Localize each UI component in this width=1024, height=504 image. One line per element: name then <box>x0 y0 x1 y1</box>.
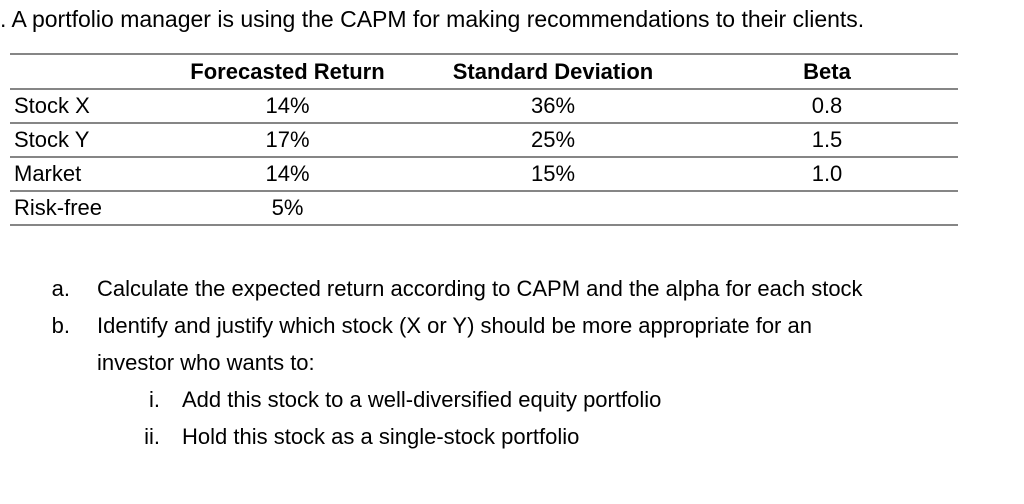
cell-forecasted-return: 14% <box>265 161 310 186</box>
table-row-stock-x: Stock X 14% 36% 0.8 <box>10 89 958 123</box>
cell-beta: 0.8 <box>811 93 843 118</box>
column-header-blank <box>10 54 165 89</box>
row-label: Risk-free <box>14 195 103 220</box>
question-title: . A portfolio manager is using the CAPM … <box>0 6 865 32</box>
cell-beta <box>696 191 958 225</box>
cell-forecasted-return: 17% <box>265 127 310 152</box>
row-label: Stock Y <box>14 127 90 152</box>
subquestion-item-ii: ii. Hold this stock as a single-stock po… <box>0 418 1024 455</box>
list-marker-i: i. <box>149 387 160 412</box>
cell-standard-deviation: 15% <box>530 161 576 186</box>
column-header-standard-deviation: Standard Deviation <box>452 58 654 84</box>
question-b-text-line1: Identify and justify which stock (X or Y… <box>97 313 812 338</box>
cell-beta: 1.0 <box>811 161 843 186</box>
question-list: a. Calculate the expected return accordi… <box>0 270 1024 455</box>
question-item-b: b. Identify and justify which stock (X o… <box>0 307 1024 381</box>
subquestion-i-text: Add this stock to a well-diversified equ… <box>182 387 662 412</box>
list-marker-a: a. <box>51 276 70 301</box>
column-header-forecasted-return: Forecasted Return <box>190 58 385 84</box>
cell-beta: 1.5 <box>811 127 843 152</box>
subquestion-ii-text: Hold this stock as a single-stock portfo… <box>182 424 580 449</box>
table-row-risk-free: Risk-free 5% <box>10 191 958 225</box>
cell-standard-deviation <box>410 191 696 225</box>
question-item-a: a. Calculate the expected return accordi… <box>0 270 1024 307</box>
subquestion-item-i: i. Add this stock to a well-diversified … <box>0 381 1024 418</box>
row-label: Stock X <box>14 93 90 118</box>
table-row-stock-y: Stock Y 17% 25% 1.5 <box>10 123 958 157</box>
cell-forecasted-return: 14% <box>265 93 310 118</box>
list-marker-b: b. <box>51 313 70 338</box>
question-b-text-line2: investor who wants to: <box>97 350 315 375</box>
question-a-text: Calculate the expected return according … <box>97 276 863 301</box>
capm-table: Forecasted Return Standard Deviation Bet… <box>10 53 958 226</box>
row-label: Market <box>14 161 82 186</box>
table-row-market: Market 14% 15% 1.0 <box>10 157 958 191</box>
table-header-row: Forecasted Return Standard Deviation Bet… <box>10 54 958 89</box>
column-header-beta: Beta <box>803 58 851 84</box>
cell-standard-deviation: 36% <box>530 93 576 118</box>
cell-forecasted-return: 5% <box>271 195 304 220</box>
cell-standard-deviation: 25% <box>530 127 576 152</box>
list-marker-ii: ii. <box>144 424 160 449</box>
